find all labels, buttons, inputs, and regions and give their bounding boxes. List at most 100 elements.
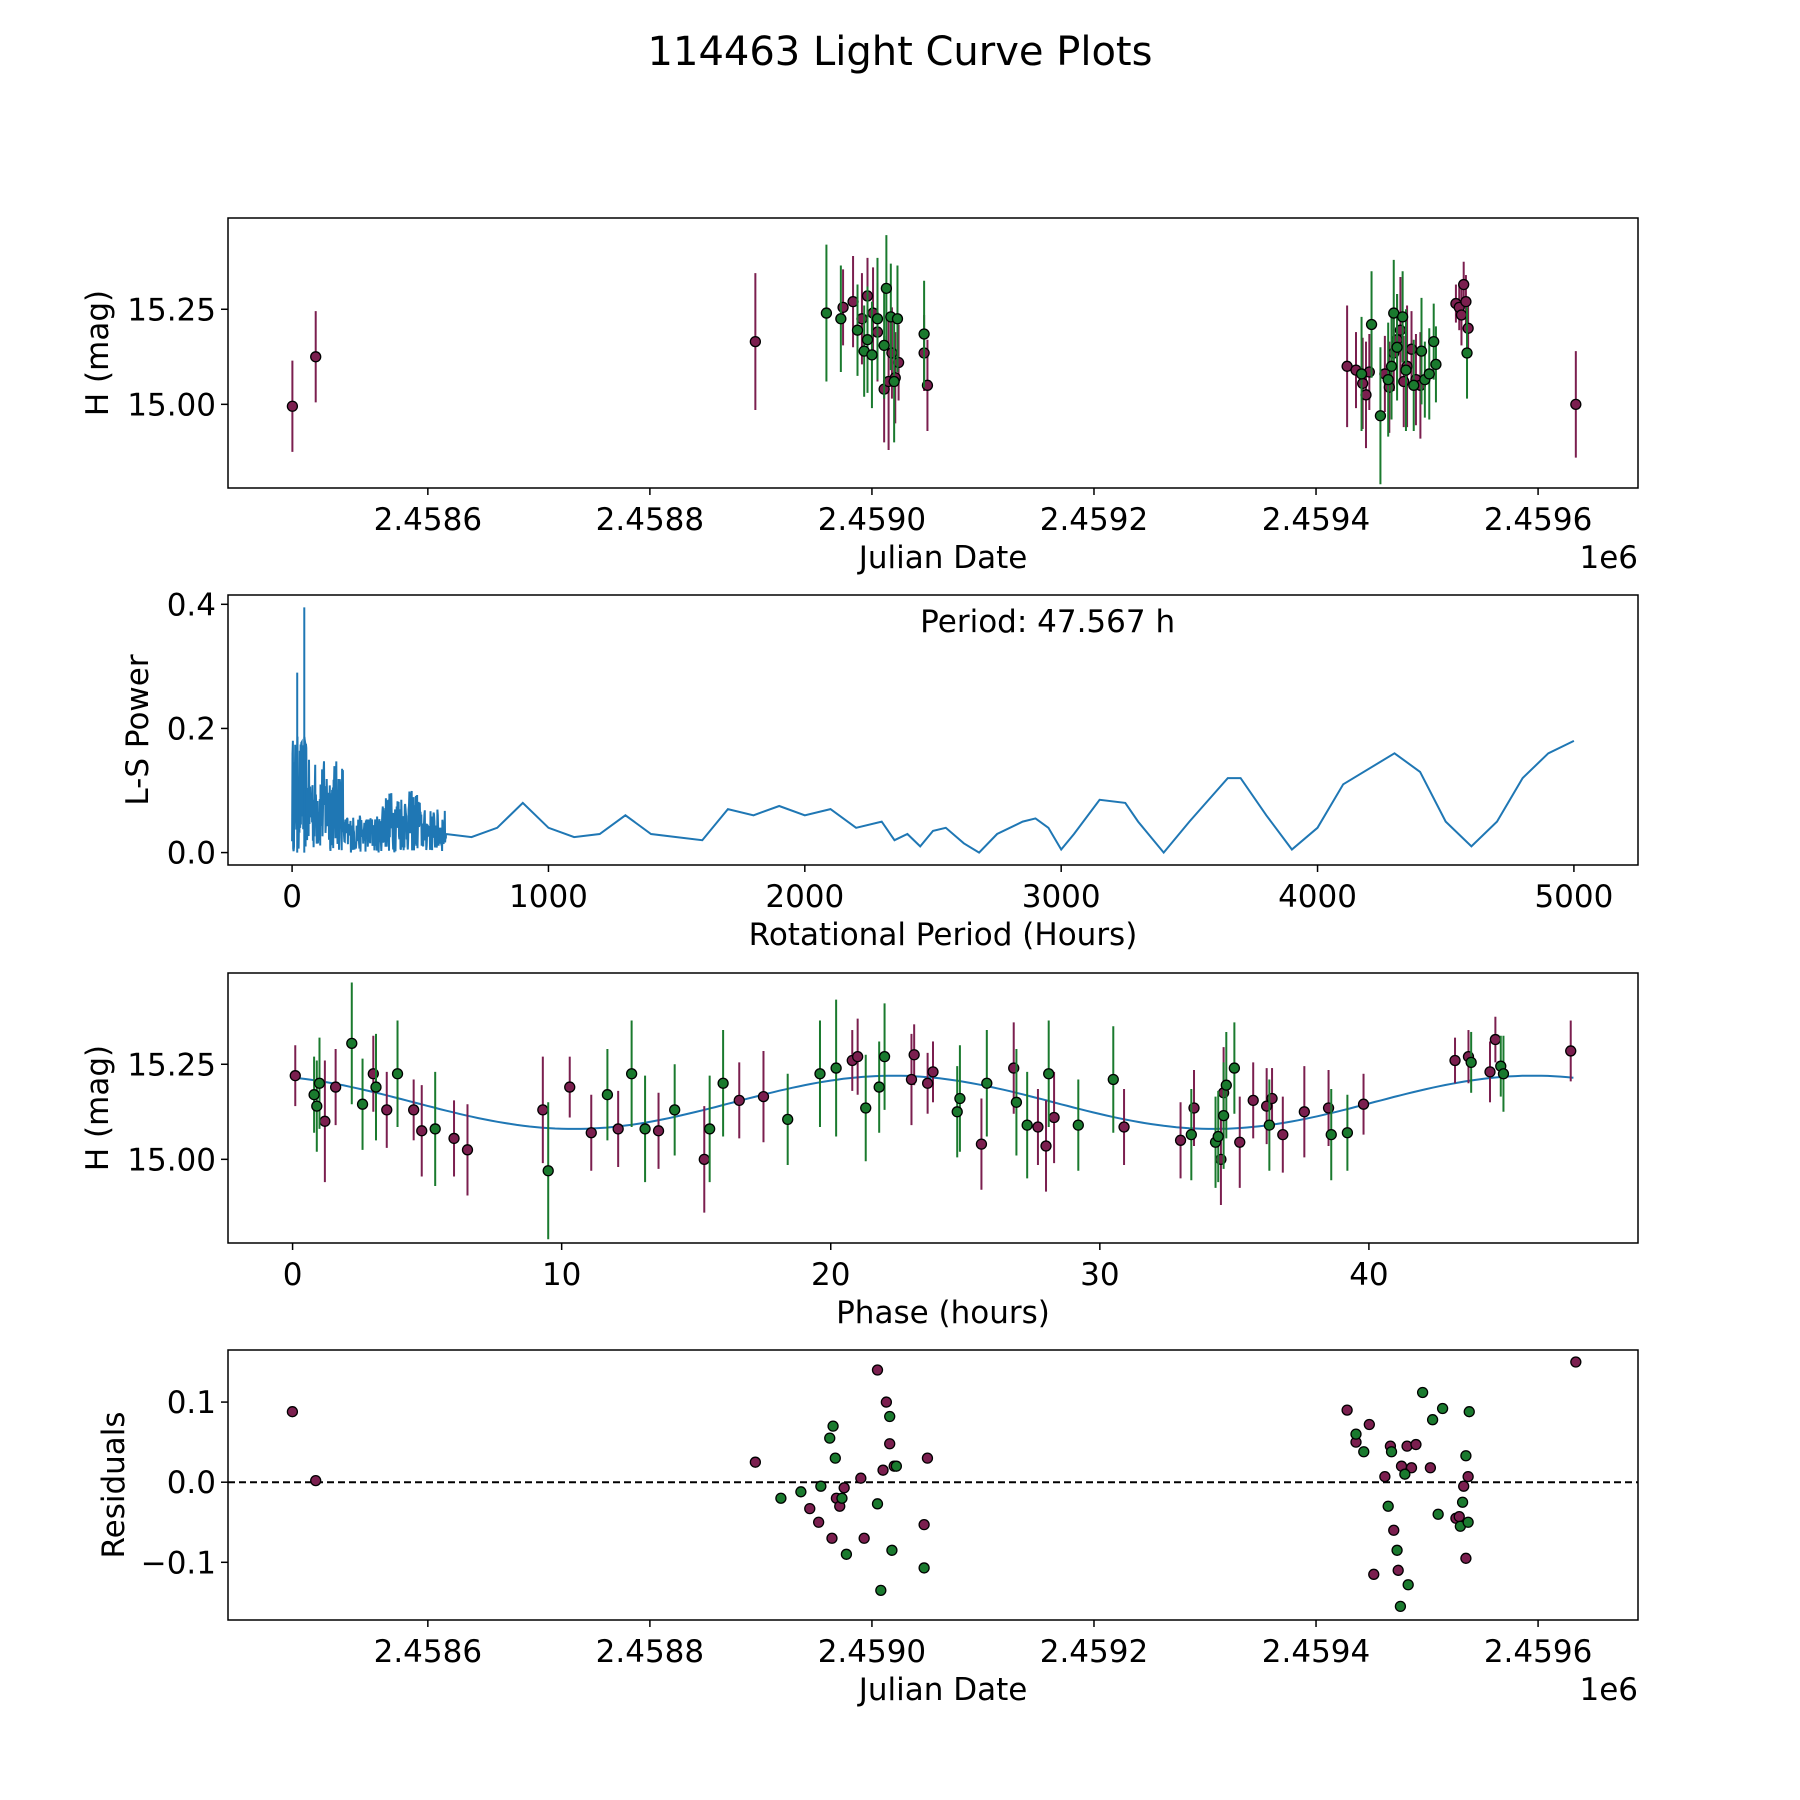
data-point (835, 313, 847, 325)
data-point (878, 1051, 891, 1063)
data-point (749, 1456, 762, 1468)
data-point (1072, 1119, 1084, 1131)
data-point (1398, 375, 1410, 388)
x-offset-label: 1e6 (1579, 540, 1638, 576)
data-point (1220, 1079, 1232, 1091)
periodogram-plot: Period: 47.567 h 0 1000 2000 3000 4000 5000 0.0… (120, 587, 1639, 953)
data-point (1400, 364, 1412, 376)
data-point (1484, 1066, 1496, 1078)
data-series (308, 982, 1510, 1240)
data-point (313, 1077, 326, 1089)
data-point (1234, 1136, 1246, 1148)
data-point (1458, 1480, 1470, 1492)
data-point (1341, 1127, 1354, 1139)
data-point (1416, 1386, 1429, 1399)
data-point (1217, 1109, 1230, 1122)
data-point (757, 1090, 770, 1103)
data-point (815, 1480, 827, 1492)
x-tick-label: 0 (282, 879, 302, 915)
data-point (1423, 368, 1435, 380)
x-tick-label: 2.4590 (818, 1634, 926, 1670)
data-point (542, 1165, 554, 1177)
data-point (905, 1073, 918, 1086)
data-point (1040, 1140, 1052, 1152)
x-tick-label: 30 (1080, 1257, 1119, 1293)
data-point (1247, 1094, 1259, 1107)
data-point (1391, 1544, 1403, 1556)
x-tick-label: 2.4592 (1040, 502, 1148, 538)
data-point (921, 1452, 934, 1464)
data-point (1570, 1356, 1582, 1368)
x-tick-label: 2.4596 (1484, 1634, 1592, 1670)
y-axis-label: H (mag) (80, 290, 116, 416)
data-point (830, 1062, 842, 1074)
data-point (308, 1089, 320, 1101)
data-point (749, 335, 762, 348)
x-tick-label: 2.4588 (596, 1634, 704, 1670)
data-point (860, 1102, 872, 1114)
data-point (1455, 309, 1468, 321)
data-point (1460, 1552, 1472, 1564)
data-point (951, 1106, 963, 1118)
x-tick-label: 40 (1349, 1257, 1388, 1293)
data-point (918, 328, 930, 340)
data-point (840, 1548, 853, 1560)
data-point (408, 1104, 420, 1116)
x-tick-label: 5000 (1534, 879, 1613, 915)
data-point (820, 307, 833, 319)
data-point (1048, 1111, 1060, 1124)
x-axis-label: Rotational Period (Hours) (749, 917, 1138, 953)
data-point (669, 1104, 681, 1116)
data-point (855, 1472, 867, 1484)
data-point (319, 1115, 331, 1127)
y-axis-label: L-S Power (120, 654, 156, 805)
x-tick-label: 2.4586 (374, 502, 482, 538)
data-point (1382, 373, 1394, 386)
data-point (1032, 1121, 1044, 1133)
data-point (286, 400, 299, 412)
data-point (310, 351, 322, 363)
y-tick-label: 15.00 (127, 387, 216, 423)
data-point (1456, 1496, 1469, 1508)
data-point (1385, 1446, 1398, 1458)
data-point (866, 349, 878, 361)
y-axis-label: H (mag) (80, 1045, 116, 1171)
data-point (429, 1123, 441, 1135)
x-tick-label: 2.4592 (1040, 1634, 1148, 1670)
data-point (888, 375, 900, 388)
data-point (1399, 1468, 1411, 1480)
data-point (852, 1051, 864, 1063)
data-point (1489, 1033, 1502, 1046)
axes-frame (227, 594, 1639, 866)
data-point (1350, 1428, 1362, 1440)
data-point (782, 1113, 794, 1126)
data-point (416, 1125, 428, 1137)
y-tick-label: 15.25 (127, 1047, 216, 1083)
data-point (1405, 343, 1418, 355)
data-point (1462, 1516, 1474, 1528)
data-point (875, 1584, 887, 1597)
x-offset-label: 1e6 (1579, 1672, 1638, 1708)
data-point (1374, 410, 1387, 422)
data-point (1212, 1130, 1224, 1143)
data-point (1463, 1406, 1475, 1418)
data-point (871, 1364, 884, 1376)
data-point (884, 1410, 896, 1423)
data-point (1460, 296, 1472, 308)
data-point (1392, 1564, 1404, 1576)
data-point (877, 1464, 889, 1476)
data-point (1394, 1600, 1407, 1613)
x-tick-label: 2.4590 (818, 502, 926, 538)
data-point (837, 301, 849, 314)
data-point (1365, 318, 1378, 331)
axes-frame (227, 972, 1639, 1244)
y-tick-label: 0.0 (167, 836, 216, 872)
data-point (1118, 1121, 1130, 1133)
data-point (814, 1068, 826, 1080)
data-point (1428, 335, 1440, 348)
data-point (1263, 1119, 1276, 1131)
data-series (775, 1386, 1475, 1613)
data-point (1357, 1098, 1370, 1110)
data-point (1453, 1510, 1465, 1523)
data-point (1415, 345, 1428, 357)
